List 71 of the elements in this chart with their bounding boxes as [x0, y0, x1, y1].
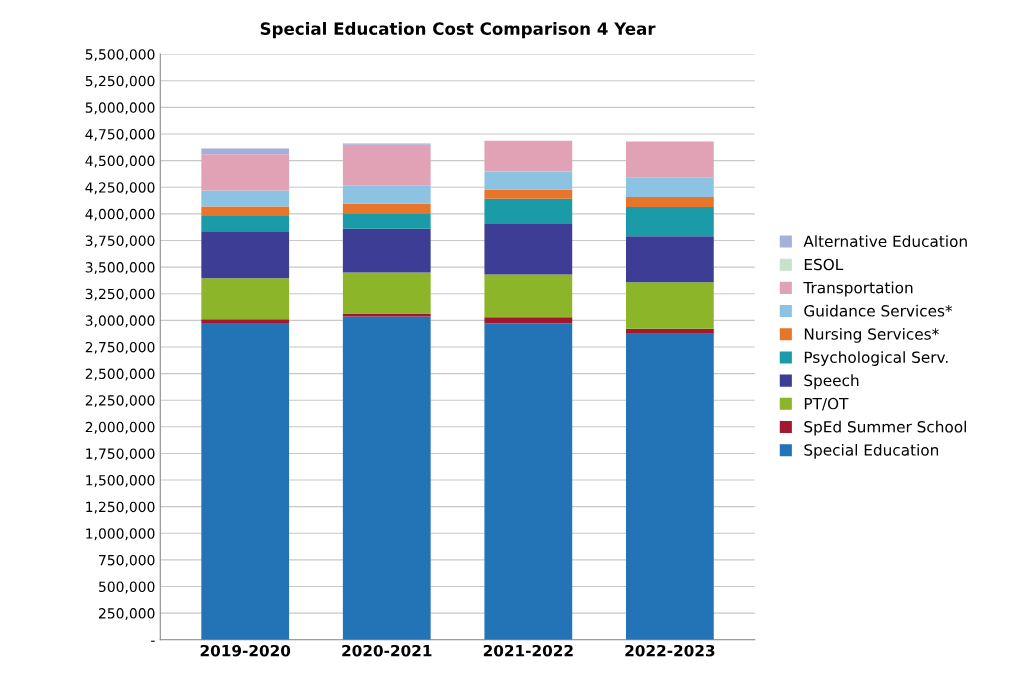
chart-title: Special Education Cost Comparison 4 Year	[260, 22, 656, 39]
legend-label: Nursing Services*	[804, 327, 939, 343]
bar	[484, 323, 573, 640]
bar	[484, 198, 573, 225]
bar	[484, 140, 573, 172]
bar	[484, 189, 573, 199]
y-tick-label: 2,250,000	[85, 395, 155, 408]
y-tick-label: 1,750,000	[86, 448, 155, 461]
bar	[626, 236, 714, 283]
bar	[201, 216, 290, 232]
y-tick-label: 3,500,000	[85, 262, 155, 274]
bar	[342, 272, 431, 314]
bar	[342, 144, 431, 186]
bar	[484, 274, 573, 318]
y-tick-label: 1,250,000	[86, 501, 155, 514]
bar	[626, 282, 714, 329]
bar	[484, 317, 573, 324]
legend-label: Speech	[804, 374, 859, 390]
bar	[626, 328, 714, 334]
y-tick-label: 2,000,000	[85, 421, 155, 434]
bar	[201, 148, 290, 155]
y-tick-label: 3,000,000	[85, 315, 155, 328]
y-tick-label: 4,750,000	[85, 128, 155, 141]
bar	[201, 206, 290, 216]
legend-label: Guidance Services*	[804, 304, 953, 317]
bar	[201, 319, 290, 324]
y-tick-label: 5,000,000	[85, 102, 155, 115]
bar	[201, 154, 290, 191]
legend-label: SpEd Summer School	[804, 420, 966, 436]
bar	[626, 141, 714, 178]
bar	[626, 177, 714, 197]
y-tick-label: 250,000	[98, 608, 155, 621]
legend-label: ESOL	[804, 258, 844, 271]
y-tick-label: 4,500,000	[85, 155, 155, 168]
x-tick-label: 2021-2022	[483, 644, 573, 657]
bar	[342, 203, 431, 214]
x-tick-label: 2022-2023	[625, 644, 715, 657]
y-tick-label: 1,000,000	[86, 528, 155, 541]
y-tick-label: 750,000	[99, 554, 155, 567]
legend-label: PT/OT	[804, 397, 849, 411]
legend-label: Alternative Education	[803, 235, 967, 248]
y-tick-label: 3,250,000	[85, 288, 155, 301]
y-tick-label: 2,750,000	[85, 341, 155, 354]
bar	[342, 316, 431, 640]
legend-label: Transportation	[803, 281, 913, 297]
bar	[201, 231, 290, 279]
bar	[626, 333, 714, 640]
y-tick-label: 4,000,000	[85, 208, 155, 221]
legend-label: Psychological Serv.	[804, 351, 948, 366]
bar	[342, 213, 431, 229]
bar	[342, 185, 431, 204]
bar	[626, 196, 714, 207]
bar	[626, 206, 714, 237]
bar	[201, 278, 290, 320]
bar	[342, 228, 431, 273]
y-tick-label: 5,250,000	[85, 75, 155, 88]
y-tick-label: 4,250,000	[85, 182, 155, 195]
y-tick-label: 500,000	[99, 581, 155, 594]
x-tick-label: 2019-2020	[200, 644, 291, 657]
bar	[201, 323, 290, 640]
y-tick-label: 1,500,000	[86, 475, 155, 487]
bar	[342, 313, 431, 317]
y-tick-label: 3,750,000	[85, 235, 155, 248]
bar	[484, 171, 573, 190]
legend-label: Special Education	[804, 443, 939, 459]
bar	[201, 190, 290, 207]
x-tick-label: 2020-2021	[342, 644, 432, 657]
bar	[484, 224, 573, 275]
y-tick-label: 2,500,000	[85, 368, 155, 381]
y-tick-label: -	[151, 640, 155, 642]
y-tick-label: 5,500,000	[85, 49, 155, 62]
